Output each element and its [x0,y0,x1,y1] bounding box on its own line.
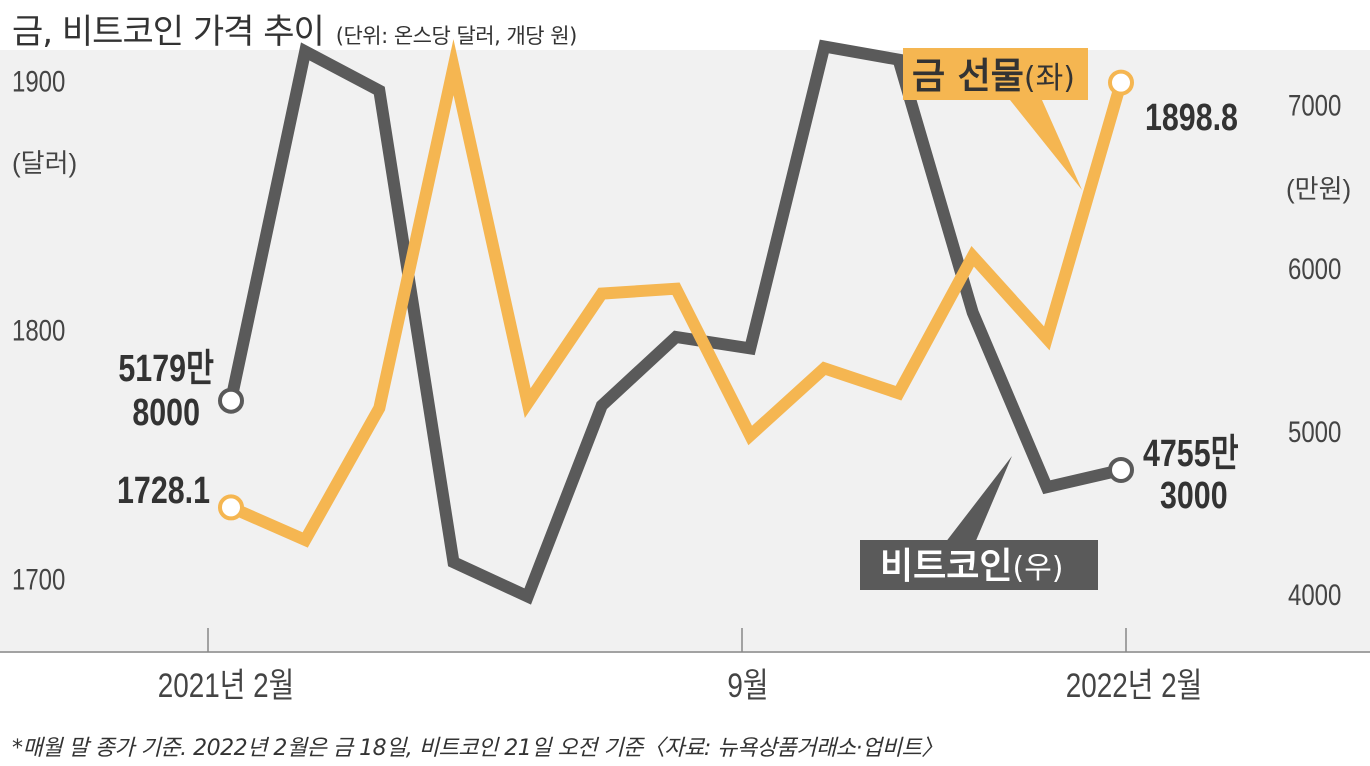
gold-legend-axis: (좌) [1024,61,1075,96]
bitcoin-end-marker [1108,456,1134,483]
bitcoin-legend-pointer [945,456,1012,543]
bitcoin-legend-box [860,540,1098,590]
bitcoin-series-line [225,39,1123,605]
bitcoin-end-value-label: 3000 [1160,475,1228,517]
gold-legend-box [903,48,1088,100]
gold-series-line [228,39,1127,548]
bitcoin-end-value-label: 4755만 [1143,433,1239,475]
right-axis-tick-label: 6000 [1288,251,1341,285]
footnote: *매월 말 종가 기준. 2022년 2월은 금 18일, 비트코인 21일 오… [12,736,943,761]
left-axis-tick-label: 1900 [12,64,65,98]
gold-legend-pointer [1010,100,1082,190]
left-axis-unit: (달러) [12,148,77,178]
bitcoin-legend-label: 비트코인(우) [880,546,1064,587]
left-axis-tick-label: 1700 [12,562,65,596]
plot-background [0,50,1370,653]
left-axis-tick-label: 1800 [12,313,65,347]
bitcoin-start-value-label: 8000 [132,392,200,434]
gold-start-marker [218,494,244,521]
bitcoin-legend-axis: (우) [1012,551,1063,586]
chart-title: 금, 비트코인 가격 추이 [12,12,325,52]
gold-end-marker [1108,69,1134,96]
chart-subtitle: (단위: 온스당 달러, 개당 원) [335,24,578,48]
gold-start-value-label: 1728.1 [117,470,210,512]
gold-legend-name: 금 선물 [912,56,1024,97]
right-axis-tick-label: 7000 [1288,88,1341,122]
legend-callouts: 금 선물(좌) 비트코인(우) [860,48,1098,590]
right-axis-unit: (만원) [1286,174,1351,204]
bitcoin-start-value-label: 5179만 [118,348,214,390]
gold-legend-label: 금 선물(좌) [912,56,1075,97]
axis-ticks: 2021년 2월 9월 2022년 2월 1700 1800 1900 (달러) 4000 50… [12,64,1351,705]
x-tick-label: 2022년 2월 [1066,666,1203,704]
gold-end-value-label: 1898.8 [1145,97,1238,139]
title-row: 금, 비트코인 가격 추이 (단위: 온스당 달러, 개당 원) [12,4,578,52]
x-tick-label: 2021년 2월 [158,666,295,704]
right-axis-tick-label: 5000 [1288,414,1341,448]
bitcoin-legend-name: 비트코인 [880,546,1012,587]
x-tick-label: 9월 [727,666,768,704]
series-layer [218,39,1134,605]
bitcoin-start-marker [218,387,244,414]
right-axis-tick-label: 4000 [1288,578,1341,612]
